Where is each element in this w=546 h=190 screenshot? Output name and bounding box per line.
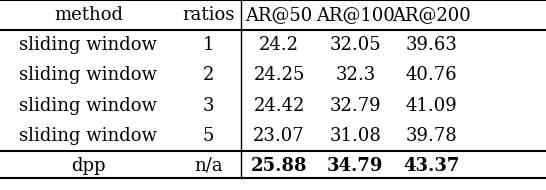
Text: 34.79: 34.79 [327,157,383,175]
Text: 39.63: 39.63 [406,36,458,54]
Text: ratios: ratios [182,6,234,24]
Text: method: method [54,6,123,24]
Text: 43.37: 43.37 [403,157,460,175]
Text: 1: 1 [203,36,214,54]
Text: 32.05: 32.05 [330,36,381,54]
Text: 25.88: 25.88 [251,157,307,175]
Text: 31.08: 31.08 [329,127,381,145]
Text: 32.79: 32.79 [330,97,381,115]
Text: AR@100: AR@100 [316,6,395,24]
Text: 3: 3 [203,97,214,115]
Text: 24.42: 24.42 [253,97,305,115]
Text: 5: 5 [203,127,214,145]
Text: 2: 2 [203,66,214,84]
Text: dpp: dpp [71,157,105,175]
Text: sliding window: sliding window [20,66,157,84]
Text: n/a: n/a [194,157,223,175]
Text: 39.78: 39.78 [406,127,458,145]
Text: AR@200: AR@200 [392,6,471,24]
Text: sliding window: sliding window [20,36,157,54]
Text: 24.2: 24.2 [259,36,299,54]
Text: 23.07: 23.07 [253,127,305,145]
Text: sliding window: sliding window [20,97,157,115]
Text: 41.09: 41.09 [406,97,458,115]
Text: 24.25: 24.25 [253,66,305,84]
Text: 32.3: 32.3 [335,66,376,84]
Text: 40.76: 40.76 [406,66,458,84]
Text: AR@50: AR@50 [246,6,313,24]
Text: sliding window: sliding window [20,127,157,145]
